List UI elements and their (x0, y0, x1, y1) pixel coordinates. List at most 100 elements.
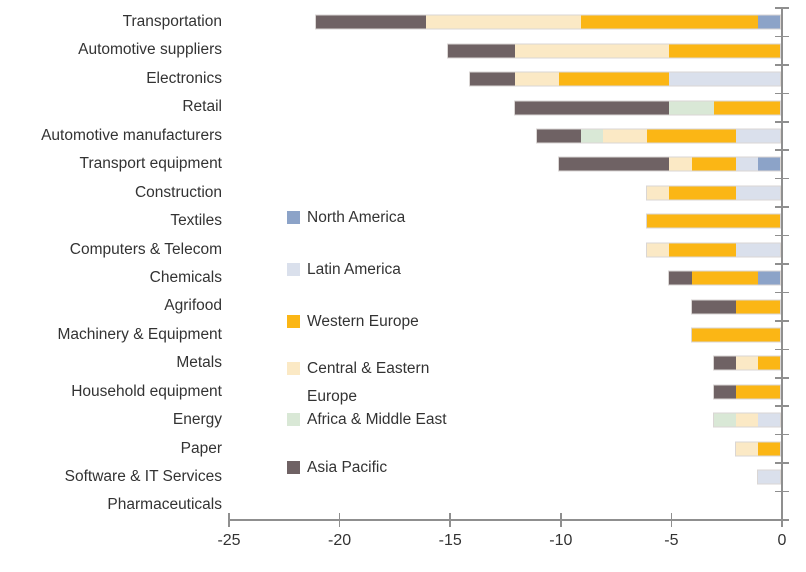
segment-western-europe (669, 44, 780, 58)
category-label-textiles: Textiles (170, 212, 222, 230)
segment-asia-pacific (536, 129, 581, 143)
bar-machinery-equipment (690, 327, 781, 343)
category-label-machinery-equipment: Machinery & Equipment (57, 325, 222, 343)
category-label-paper: Paper (180, 439, 222, 457)
segment-central-eastern-europe (735, 442, 758, 456)
bar-agrifood (690, 299, 781, 315)
zero-axis-tick (775, 490, 789, 493)
x-axis-tick (449, 513, 451, 527)
bar-transportation (314, 14, 781, 30)
zero-axis-tick (775, 149, 789, 151)
bar-row-transportation (229, 8, 782, 36)
bar-household-equipment (712, 384, 781, 400)
segment-central-eastern-europe (735, 356, 758, 370)
segment-africa-middle-east (669, 101, 714, 115)
bar-row-pharmaceuticals (229, 491, 782, 519)
zero-axis-tick (775, 405, 789, 407)
bar-row-computers-telecom (229, 236, 782, 264)
zero-axis-tick (775, 263, 789, 265)
zero-axis-tick (775, 377, 789, 379)
bar-paper (734, 441, 781, 457)
bar-textiles (646, 213, 781, 229)
segment-central-eastern-europe (514, 44, 670, 58)
category-label-transportation: Transportation (122, 13, 222, 30)
bar-metals (712, 355, 781, 371)
segment-central-eastern-europe (603, 129, 648, 143)
category-label-household-equipment: Household equipment (71, 382, 222, 400)
x-axis-tick-label: -15 (438, 532, 462, 549)
segment-asia-pacific (514, 101, 670, 115)
bar-electronics (469, 71, 781, 87)
category-label-electronics: Electronics (146, 69, 222, 87)
bar-row-metals (229, 349, 782, 377)
category-label-pharmaceuticals: Pharmaceuticals (107, 496, 222, 514)
category-label-automotive-suppliers: Automotive suppliers (78, 41, 222, 59)
zero-axis-tick (775, 433, 789, 436)
segment-western-europe (713, 101, 780, 115)
segment-asia-pacific (315, 15, 427, 29)
segment-latin-america (757, 413, 780, 427)
bar-rows (229, 8, 782, 520)
zero-axis-tick (775, 234, 789, 237)
segment-latin-america (757, 470, 780, 484)
segment-latin-america (735, 129, 780, 143)
zero-axis-tick (775, 206, 789, 208)
x-axis-tick (338, 513, 341, 527)
segment-north-america (757, 15, 780, 29)
segment-western-europe (757, 442, 780, 456)
segment-latin-america (735, 243, 780, 257)
bar-energy (712, 412, 781, 428)
x-axis-tick (228, 513, 230, 527)
segment-western-europe (669, 243, 736, 257)
bar-automotive-manufacturers (535, 128, 781, 144)
segment-western-europe (757, 356, 780, 370)
zero-axis-tick (775, 519, 789, 521)
segment-western-europe (580, 15, 758, 29)
segment-asia-pacific (713, 356, 736, 370)
bar-transport-equipment (557, 156, 781, 172)
zero-axis-tick (775, 462, 789, 464)
segment-central-eastern-europe (669, 157, 692, 171)
zero-axis-tick (775, 348, 789, 351)
segment-asia-pacific (669, 271, 692, 285)
x-axis-tick (670, 513, 673, 527)
bar-computers-telecom (646, 242, 781, 258)
bar-chemicals (668, 270, 781, 286)
x-axis-tick-label: -20 (328, 532, 352, 549)
bar-row-transport-equipment (229, 150, 782, 178)
category-label-transport-equipment: Transport equipment (79, 155, 222, 173)
segment-western-europe (669, 186, 736, 200)
bar-row-software-it-services (229, 463, 782, 491)
category-label-agrifood: Agrifood (164, 297, 222, 315)
segment-asia-pacific (558, 157, 670, 171)
bar-automotive-suppliers (447, 43, 781, 59)
zero-axis-tick (775, 291, 789, 294)
bar-construction (646, 185, 781, 201)
zero-axis-line (780, 8, 783, 527)
category-label-energy: Energy (172, 411, 222, 429)
x-axis-tick-label: -5 (664, 532, 679, 549)
bar-row-retail (229, 93, 782, 121)
category-axis-labels: Transportation Automotive suppliers Electr… (0, 8, 222, 520)
zero-axis-tick (775, 7, 789, 9)
x-axis-tick (560, 513, 562, 527)
segment-central-eastern-europe (426, 15, 581, 29)
zero-axis-tick (775, 320, 789, 322)
segment-central-eastern-europe (647, 186, 670, 200)
zero-axis-tick (775, 177, 789, 180)
segment-central-eastern-europe (514, 72, 559, 86)
segment-latin-america (669, 72, 780, 86)
x-axis-tick-label: -10 (549, 532, 573, 549)
segment-north-america (757, 271, 780, 285)
zero-axis-tick (775, 35, 789, 38)
zero-axis-tick (775, 64, 789, 66)
segment-western-europe (647, 129, 736, 143)
x-axis-tick-label: -25 (217, 532, 241, 549)
segment-western-europe (691, 157, 736, 171)
segment-asia-pacific (448, 44, 515, 58)
category-label-construction: Construction (134, 183, 222, 201)
segment-central-eastern-europe (647, 243, 670, 257)
segment-western-europe (691, 271, 758, 285)
zero-axis-tick (775, 121, 789, 123)
bar-row-energy (229, 406, 782, 434)
